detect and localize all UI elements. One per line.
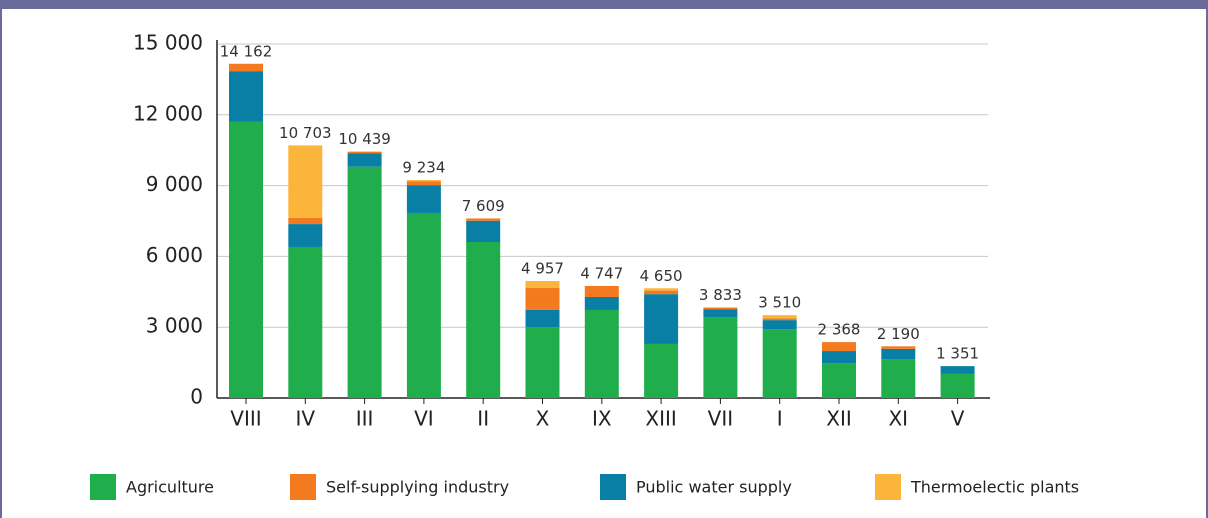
bar-segment [229,121,263,398]
bar-segment [703,307,738,310]
bar-segment [288,246,323,398]
bar-segment [762,318,797,321]
border [1206,0,1208,518]
bar-segment [703,309,738,318]
border [0,0,2,518]
bar-segment [288,145,323,218]
bar-segment [525,327,560,398]
total-label: 14 162 [220,42,273,60]
x-tick-label: VI [414,407,434,431]
bar-segment [584,309,619,398]
bar-segment [762,320,797,330]
total-label: 3 510 [758,294,801,312]
bar-segment [881,346,916,349]
bar-segment [288,217,323,225]
legend-label: Thermoelectic plants [910,478,1079,497]
total-label: 9 234 [402,159,445,177]
bar-segment [229,63,263,72]
total-label: 2 190 [877,325,920,343]
total-label: 4 747 [580,264,623,282]
bar-segment [940,366,975,374]
bar-segment [406,181,441,186]
total-label: 1 351 [936,345,979,363]
bar-segment [762,329,797,398]
bar-segment [584,285,619,297]
x-tick-label: V [951,407,965,431]
bar-segment [881,359,916,398]
bar-segment [703,317,738,398]
x-tick-label: VII [708,407,733,431]
total-label: 4 650 [640,267,683,285]
total-label: 3 833 [699,286,742,304]
legend-label: Agriculture [126,478,214,497]
total-label: 7 609 [462,197,505,215]
bar-segment [406,180,441,182]
y-tick-label: 15 000 [133,31,203,55]
legend-label: Public water supply [636,478,792,497]
x-tick-label: IX [592,407,612,431]
total-label: 4 957 [521,260,564,278]
x-tick-label: XII [826,407,852,431]
y-tick-label: 12 000 [133,101,203,125]
bar-segment [525,281,560,289]
bar-segment [466,242,501,398]
bar-segment [644,343,679,398]
legend-label: Self-supplying industry [326,478,509,497]
x-tick-label: VIII [230,407,261,431]
y-tick-label: 0 [190,385,203,409]
x-tick-label: IV [296,407,316,431]
legend-swatch [90,474,116,500]
x-tick-label: X [536,407,550,431]
bar-segment [406,185,441,213]
bar-segment [762,315,797,319]
header-band [0,0,1208,9]
legend-swatch [875,474,901,500]
y-tick-label: 6 000 [146,243,203,267]
x-tick-label: XIII [645,407,676,431]
bar-segment [347,166,382,398]
bar-segment [822,363,856,398]
bar-segment [822,351,856,364]
x-tick-label: I [777,407,783,431]
bar-segment [406,212,441,398]
bar-segment [644,290,679,295]
bar-segment [347,153,382,167]
bar-segment [822,342,856,352]
bar-segment [347,151,382,154]
y-tick-label: 3 000 [146,314,203,338]
bar-segment [288,224,323,247]
bar-segment [229,71,263,122]
legend-swatch [600,474,626,500]
bar-segment [466,218,501,221]
x-tick-label: III [356,407,374,431]
bar-segment [644,294,679,344]
bar-segment [525,288,560,310]
total-label: 10 439 [338,130,391,148]
y-tick-label: 9 000 [146,172,203,196]
legend-swatch [290,474,316,500]
x-tick-label: XI [888,407,908,431]
bar-segment [644,288,679,291]
x-tick-label: II [477,407,489,431]
bar-segment [940,373,975,398]
bar-segment [881,348,916,360]
total-label: 10 703 [279,124,332,142]
bar-segment [584,296,619,310]
bar-segment [466,220,501,243]
total-label: 2 368 [818,321,861,339]
bar-segment [525,309,560,328]
